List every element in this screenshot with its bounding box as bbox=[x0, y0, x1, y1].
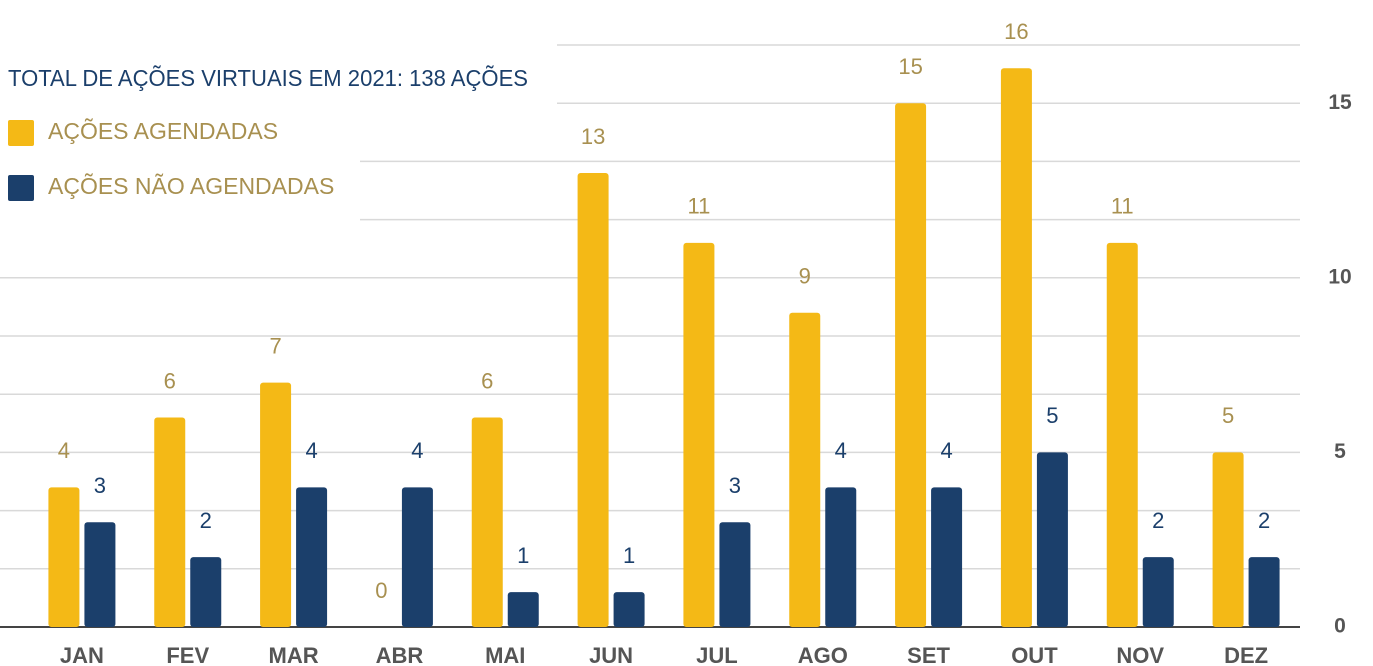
value-label: 13 bbox=[581, 124, 605, 149]
value-label: 15 bbox=[898, 54, 922, 79]
bar bbox=[154, 417, 186, 627]
bar bbox=[613, 592, 645, 627]
value-label: 5 bbox=[1222, 403, 1234, 428]
value-label: 4 bbox=[305, 438, 317, 463]
x-tick-label: AGO bbox=[798, 643, 848, 666]
value-label: 4 bbox=[411, 438, 423, 463]
x-tick-label: FEV bbox=[166, 643, 209, 666]
value-label: 1 bbox=[517, 543, 529, 568]
value-label: 0 bbox=[375, 578, 387, 603]
y-tick-label: 15 bbox=[1328, 91, 1352, 114]
bar bbox=[401, 487, 433, 627]
bar bbox=[471, 417, 503, 627]
y-tick-label: 0 bbox=[1334, 615, 1346, 638]
bar bbox=[84, 522, 116, 627]
bar bbox=[577, 173, 609, 627]
value-label: 2 bbox=[1258, 508, 1270, 533]
x-tick-label: DEZ bbox=[1224, 643, 1268, 666]
bar bbox=[190, 557, 222, 627]
legend-swatch bbox=[8, 175, 34, 201]
bar bbox=[1212, 452, 1244, 627]
value-label: 4 bbox=[835, 438, 847, 463]
value-label: 4 bbox=[940, 438, 952, 463]
y-tick-label: 5 bbox=[1334, 440, 1346, 463]
bar bbox=[1142, 557, 1174, 627]
bar bbox=[895, 103, 927, 628]
bar bbox=[683, 242, 715, 627]
x-tick-label: MAR bbox=[269, 643, 319, 666]
bar bbox=[931, 487, 963, 627]
value-label: 6 bbox=[164, 368, 176, 393]
x-tick-label: OUT bbox=[1011, 643, 1058, 666]
bar bbox=[1000, 68, 1032, 627]
bar bbox=[719, 522, 751, 627]
legend-label: AÇÕES NÃO AGENDADAS bbox=[48, 172, 334, 199]
value-label: 6 bbox=[481, 368, 493, 393]
y-tick-label: 10 bbox=[1328, 265, 1351, 288]
chart-title: TOTAL DE AÇÕES VIRTUAIS EM 2021: 138 AÇÕ… bbox=[8, 64, 528, 91]
value-label: 7 bbox=[269, 333, 281, 358]
value-label: 1 bbox=[623, 543, 635, 568]
x-tick-label: ABR bbox=[376, 643, 424, 666]
legend-label: AÇÕES AGENDADAS bbox=[48, 117, 278, 144]
bar bbox=[789, 312, 821, 627]
x-tick-label: NOV bbox=[1116, 643, 1164, 666]
value-label: 2 bbox=[1152, 508, 1164, 533]
bar bbox=[1036, 452, 1068, 627]
value-label: 2 bbox=[200, 508, 212, 533]
bar bbox=[507, 592, 539, 627]
x-tick-label: JAN bbox=[60, 643, 104, 666]
bar bbox=[1106, 242, 1138, 627]
value-label: 11 bbox=[687, 194, 710, 219]
bar bbox=[1248, 557, 1280, 627]
value-label: 11 bbox=[1111, 194, 1134, 219]
bar bbox=[48, 487, 80, 627]
bar bbox=[825, 487, 857, 627]
value-label: 5 bbox=[1046, 403, 1058, 428]
x-tick-label: SET bbox=[907, 643, 950, 666]
value-label: 4 bbox=[58, 438, 70, 463]
x-tick-label: MAI bbox=[485, 643, 525, 666]
x-tick-label: JUL bbox=[696, 643, 738, 666]
value-label: 16 bbox=[1004, 19, 1028, 44]
x-tick-label: JUN bbox=[589, 643, 633, 666]
bar bbox=[296, 487, 328, 627]
value-label: 3 bbox=[729, 473, 741, 498]
bar bbox=[260, 382, 292, 627]
legend-swatch bbox=[8, 120, 34, 146]
value-label: 3 bbox=[94, 473, 106, 498]
value-label: 9 bbox=[799, 264, 811, 289]
